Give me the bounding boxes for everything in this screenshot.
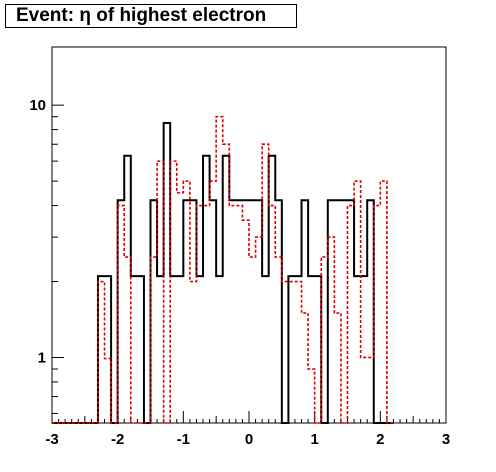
x-tick-label: -3 [45,431,58,448]
y-tick-label: 10 [29,97,46,114]
x-tick-label: 0 [245,431,253,448]
histogram-line [52,115,394,424]
x-tick-label: 2 [376,431,384,448]
histogram-line [52,121,394,424]
chart-title: Event: η of highest electron [5,4,297,28]
histogram-series [52,115,394,424]
histogram-series [52,121,394,424]
x-tick-label: 1 [310,431,318,448]
y-tick-label: 1 [38,349,46,366]
x-tick-label: -1 [177,431,190,448]
x-tick-label: 3 [442,431,450,448]
series-layer [52,115,394,424]
x-tick-label: -2 [111,431,124,448]
